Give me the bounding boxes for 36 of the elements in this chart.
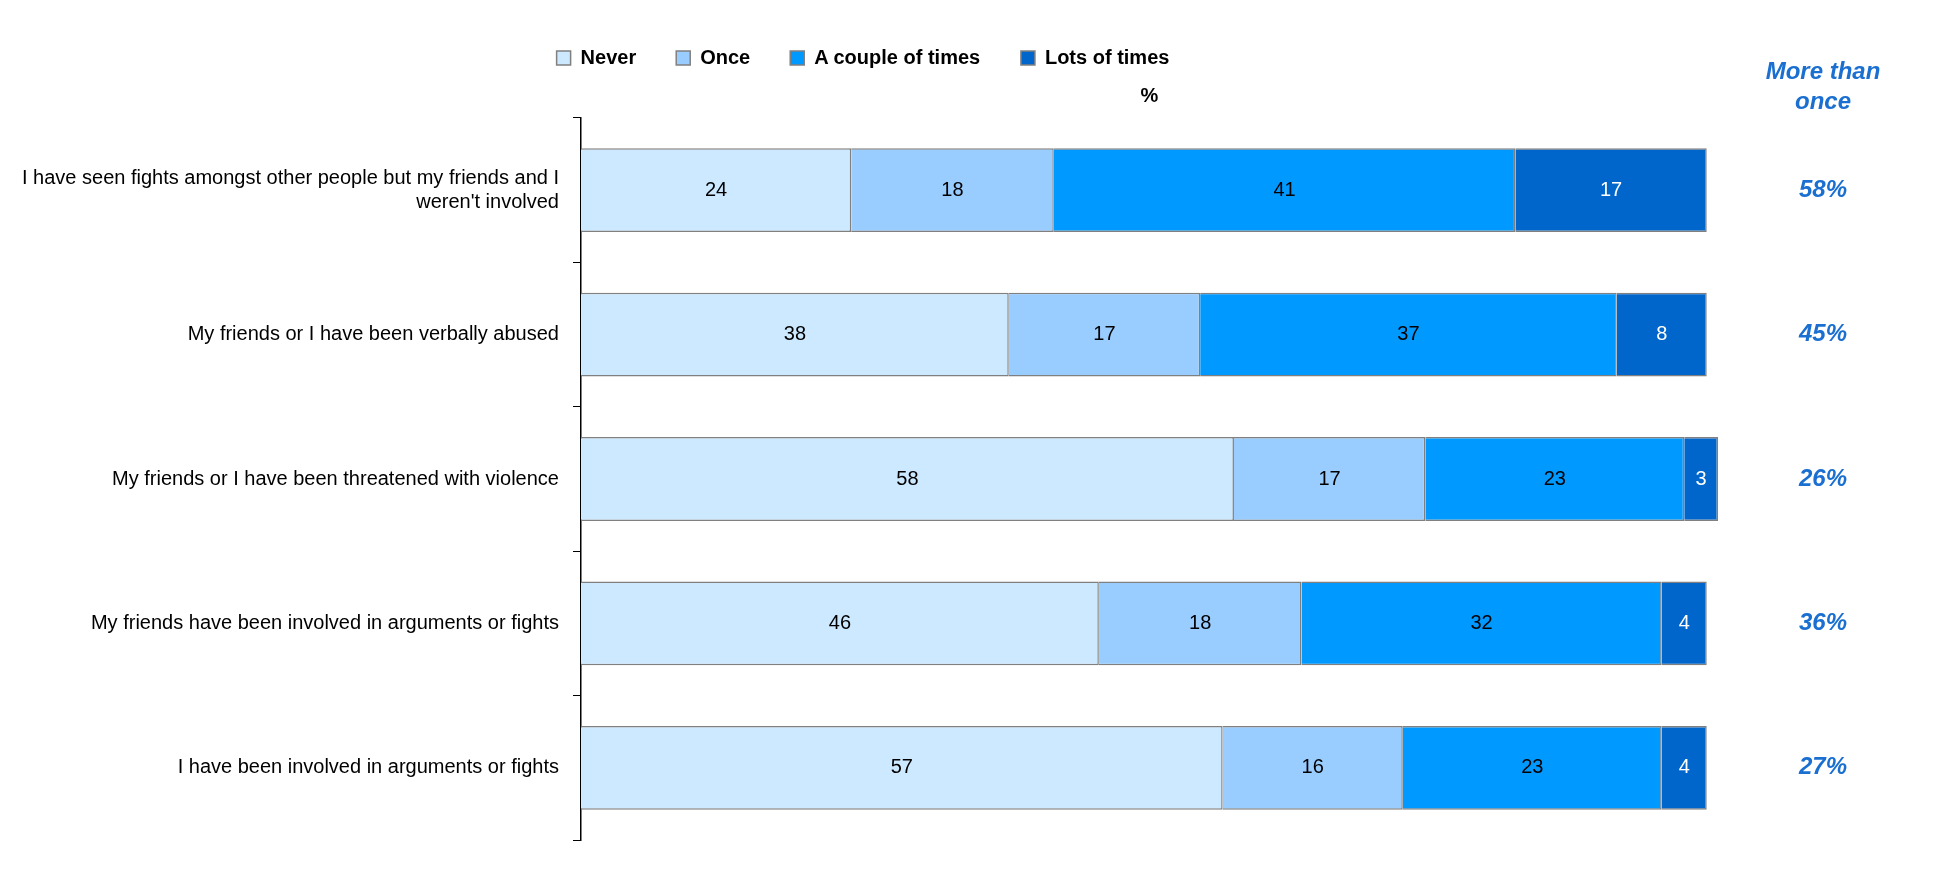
legend-label: Never: [580, 45, 637, 68]
data-label: 17: [1093, 322, 1116, 345]
data-label: 18: [941, 177, 964, 200]
data-label: 24: [704, 177, 728, 200]
data-label: 8: [1656, 322, 1668, 345]
data-label: 3: [1695, 466, 1707, 489]
data-label: 17: [1318, 466, 1341, 489]
data-label: 17: [1599, 177, 1623, 200]
y-tick-label: I have been involved in arguments or fights: [177, 755, 559, 778]
text: 58%: [1798, 174, 1848, 202]
y-tick-label: My friends or I have been threatened with violence: [112, 466, 559, 489]
data-label: 41: [1273, 177, 1296, 200]
y-tick-label: I have seen fights amongst other people but my friends and I weren't involved: [21, 165, 559, 212]
legend-label: Once: [700, 45, 751, 68]
data-label: 18: [1189, 610, 1212, 633]
data-label: 57: [890, 755, 913, 778]
data-label: 23: [1521, 755, 1544, 778]
data-label: 46: [828, 610, 852, 633]
data-label: 32: [1470, 610, 1493, 633]
data-label: 4: [1678, 755, 1690, 778]
y-tick-label: My friends or I have been verbally abused: [187, 322, 559, 345]
x-axis-title: %: [1140, 83, 1159, 106]
data-label: 58: [896, 466, 919, 489]
data-label: 37: [1397, 322, 1420, 345]
text: More than once: [1765, 56, 1881, 114]
y-tick-label: My friends have been involved in arguments or fights: [90, 610, 559, 633]
text: 27%: [1797, 752, 1848, 780]
data-label: 23: [1543, 466, 1566, 489]
text: 26%: [1797, 463, 1848, 491]
legend-label: A couple of times: [814, 45, 981, 68]
data-label: 38: [783, 322, 807, 345]
data-label: 16: [1301, 755, 1324, 778]
legend-label: Lots of times: [1044, 45, 1170, 68]
data-label: 4: [1678, 610, 1690, 633]
text: 45%: [1797, 319, 1848, 347]
text: 36%: [1798, 608, 1848, 636]
